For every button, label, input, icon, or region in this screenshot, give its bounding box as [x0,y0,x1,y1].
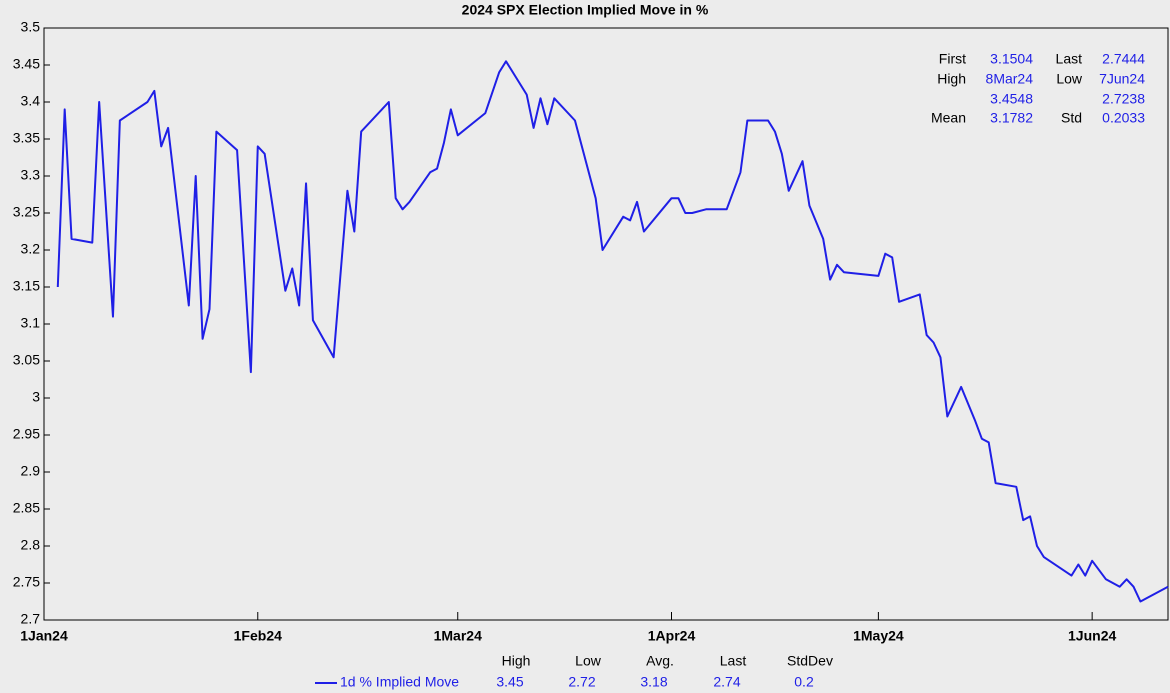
summary-header: Last [720,653,747,669]
summary-header: Low [575,653,602,669]
y-tick-label: 2.75 [13,574,40,590]
x-tick-label: 1Jan24 [20,628,68,644]
stat-label: First [939,51,966,67]
stat-value: 3.4548 [990,91,1033,107]
summary-header: Avg. [646,653,674,669]
stat-value: 3.1504 [990,51,1033,67]
y-tick-label: 2.85 [13,500,40,516]
y-tick-label: 3.45 [13,56,40,72]
stat-label: High [937,71,966,87]
y-tick-label: 3.2 [21,241,41,257]
stat-value: 3.1782 [990,110,1033,126]
chart-title: 2024 SPX Election Implied Move in % [462,2,709,18]
summary-value: 0.2 [794,674,814,690]
series-line [56,60,1169,603]
summary-value: 3.45 [496,674,523,690]
y-tick-label: 2.7 [21,611,41,627]
y-tick-label: 3.1 [21,315,41,331]
plot-area [43,27,1169,621]
summary-value: 2.74 [713,674,740,690]
y-tick-label: 3.15 [13,278,40,294]
y-tick-label: 3.05 [13,352,40,368]
stat-value: 2.7444 [1102,51,1145,67]
stat-value: 2.7238 [1102,91,1145,107]
y-tick-label: 3.5 [21,19,41,35]
y-tick-label: 3.4 [21,93,41,109]
x-tick-label: 1Feb24 [234,628,282,644]
x-tick-label: 1Jun24 [1068,628,1116,644]
x-tick-label: 1Mar24 [434,628,482,644]
stat-label: Last [1056,51,1083,67]
y-tick-label: 3.35 [13,130,40,146]
summary-value: 3.18 [640,674,667,690]
stat-value: 8Mar24 [986,71,1034,87]
stat-value: 0.2033 [1102,110,1145,126]
summary-header: StdDev [787,653,833,669]
y-tick-label: 2.8 [21,537,41,553]
stat-label: Low [1056,71,1083,87]
stat-label: Mean [931,110,966,126]
y-tick-label: 3 [32,389,40,405]
y-tick-label: 2.9 [21,463,41,479]
y-tick-label: 2.95 [13,426,40,442]
summary-header: High [502,653,531,669]
stat-label: Std [1061,110,1082,126]
x-tick-label: 1Apr24 [648,628,696,644]
summary-value: 2.72 [568,674,595,690]
y-tick-label: 3.25 [13,204,40,220]
stat-value: 7Jun24 [1099,71,1145,87]
y-tick-label: 3.3 [21,167,41,183]
x-tick-label: 1May24 [853,628,904,644]
legend-label: 1d % Implied Move [340,674,459,690]
